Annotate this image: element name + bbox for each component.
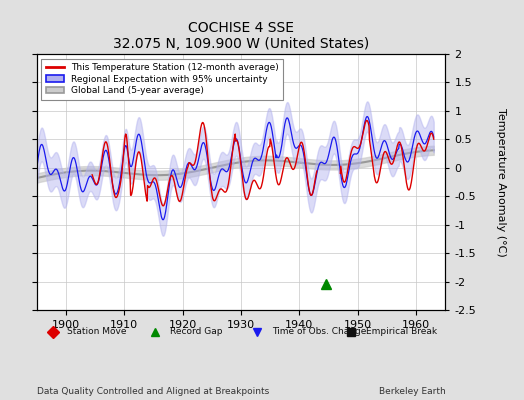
Text: Time of Obs. Change: Time of Obs. Change bbox=[272, 327, 366, 336]
Legend: This Temperature Station (12-month average), Regional Expectation with 95% uncer: This Temperature Station (12-month avera… bbox=[41, 58, 283, 100]
Y-axis label: Temperature Anomaly (°C): Temperature Anomaly (°C) bbox=[496, 108, 506, 256]
Text: Data Quality Controlled and Aligned at Breakpoints: Data Quality Controlled and Aligned at B… bbox=[37, 387, 269, 396]
Text: Empirical Break: Empirical Break bbox=[366, 327, 437, 336]
Text: Berkeley Earth: Berkeley Earth bbox=[379, 387, 445, 396]
Title: COCHISE 4 SSE
32.075 N, 109.900 W (United States): COCHISE 4 SSE 32.075 N, 109.900 W (Unite… bbox=[113, 21, 369, 52]
Text: Station Move: Station Move bbox=[68, 327, 127, 336]
Text: Record Gap: Record Gap bbox=[170, 327, 222, 336]
